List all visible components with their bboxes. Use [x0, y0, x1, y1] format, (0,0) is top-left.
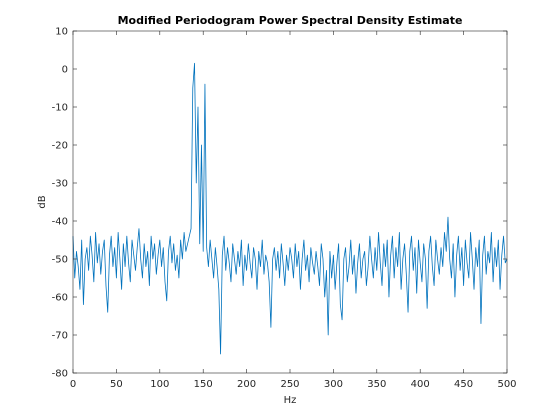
data-line	[72, 62, 508, 355]
x-tick-label: 100	[150, 379, 169, 390]
x-tick-label: 350	[367, 379, 386, 390]
x-tick-label: 200	[237, 379, 256, 390]
y-tick-label: -50	[52, 255, 68, 266]
plot-area	[73, 31, 507, 373]
y-tick-label: -20	[52, 141, 68, 152]
y-tick-label: 10	[55, 27, 68, 38]
y-tick-label: -10	[52, 103, 68, 114]
y-tick-label: -70	[52, 331, 68, 342]
y-tick-label: -40	[52, 217, 68, 228]
y-tick-label: 0	[62, 65, 68, 76]
y-tick-label: -80	[52, 369, 68, 380]
x-tick-label: 250	[280, 379, 299, 390]
x-tick-label: 300	[324, 379, 343, 390]
chart-title: Modified Periodogram Power Spectral Dens…	[118, 14, 463, 27]
x-tick-label: 500	[497, 379, 516, 390]
y-tick-label: -30	[52, 179, 68, 190]
x-tick-label: 400	[411, 379, 430, 390]
x-tick-label: 50	[110, 379, 123, 390]
x-tick-label: 150	[194, 379, 213, 390]
y-axis-label: dB	[37, 195, 48, 208]
x-tick-label: 450	[454, 379, 473, 390]
x-axis-label: Hz	[284, 395, 297, 406]
x-tick-label: 0	[70, 379, 76, 390]
y-tick-label: -60	[52, 293, 68, 304]
